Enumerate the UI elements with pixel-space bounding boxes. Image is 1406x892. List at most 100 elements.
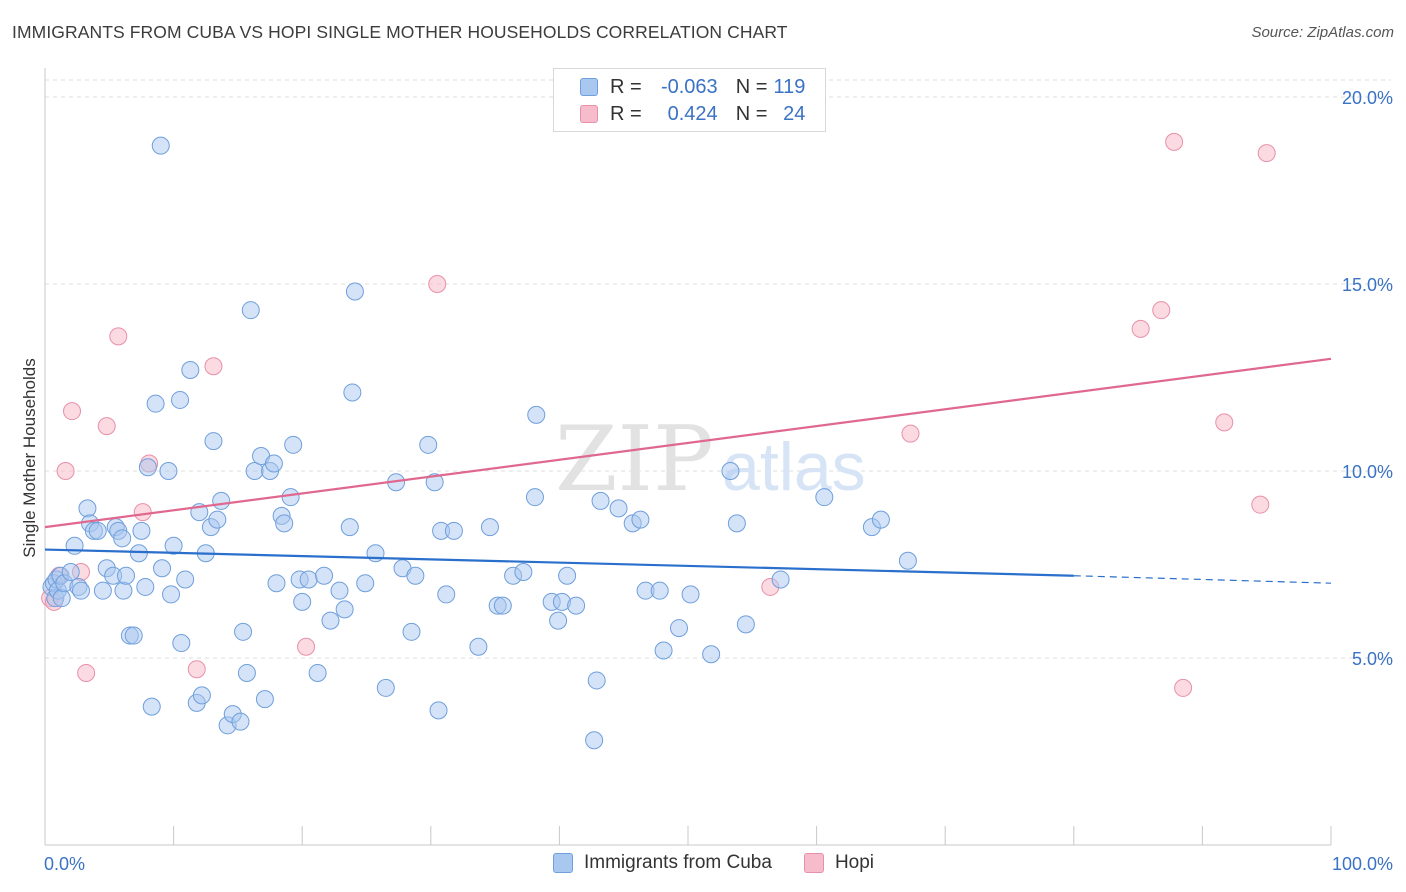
cuba-point <box>631 510 650 529</box>
cuba-point <box>113 529 132 548</box>
r-label: R = <box>610 102 642 125</box>
correlation-legend: R = -0.063 N = 119 R = 0.424 N = 24 <box>553 68 826 132</box>
hopi-point <box>1131 319 1150 338</box>
cuba-point <box>567 596 586 615</box>
cuba-point <box>558 566 577 585</box>
legend-item-cuba[interactable]: Immigrants from Cuba <box>553 852 772 874</box>
cuba-point <box>124 626 143 645</box>
hopi-point <box>97 417 116 436</box>
cuba-trend-extension <box>1073 575 1332 584</box>
cuba-point <box>132 521 151 540</box>
cuba-point <box>736 615 755 634</box>
y-axis-label: Single Mother Households <box>20 358 39 558</box>
grid-lines <box>45 79 1391 659</box>
cuba-point <box>72 581 91 600</box>
cuba-point <box>284 435 303 454</box>
cuba-point <box>164 536 183 555</box>
cuba-point <box>192 686 211 705</box>
cuba-point <box>275 514 294 533</box>
cuba-point <box>871 510 890 529</box>
hopi-swatch <box>580 105 598 123</box>
cuba-point <box>61 562 80 581</box>
hopi-swatch <box>803 853 824 873</box>
hopi-point <box>1152 301 1171 320</box>
cuba-point <box>129 544 148 563</box>
cuba-point <box>52 589 71 608</box>
cuba-point <box>419 435 438 454</box>
hopi-point <box>297 637 316 656</box>
cuba-point <box>321 611 340 630</box>
n-value: 24 <box>783 102 806 125</box>
y-tick-label: 20.0% <box>1342 88 1393 108</box>
cuba-point <box>231 712 250 731</box>
cuba-point <box>114 581 133 600</box>
hopi-point <box>133 503 152 522</box>
chart-source: Source: ZipAtlas.com <box>1251 24 1394 41</box>
cuba-point <box>429 701 448 720</box>
cuba-point <box>549 611 568 630</box>
cuba-point <box>591 491 610 510</box>
trend-lines <box>44 357 1332 584</box>
cuba-point <box>425 473 444 492</box>
x-tick-label: 0.0% <box>44 854 85 874</box>
y-tick-label: 15.0% <box>1342 275 1393 295</box>
cuba-point <box>771 570 790 589</box>
cuba-point <box>93 581 112 600</box>
cuba-point <box>176 570 195 589</box>
cuba-point <box>78 499 97 518</box>
cuba-point <box>255 690 274 709</box>
hopi-point <box>1165 132 1184 151</box>
legend-row-cuba: R = -0.063 N = 119 <box>580 74 805 100</box>
cuba-point <box>153 559 172 578</box>
hopi-point <box>1174 678 1193 697</box>
cuba-point <box>293 592 312 611</box>
cuba-point <box>308 663 327 682</box>
cuba-point <box>234 622 253 641</box>
cuba-point <box>142 697 161 716</box>
cuba-point <box>585 731 604 750</box>
cuba-trend-line <box>44 548 1074 577</box>
series-legend: Immigrants from Cuba Hopi <box>553 852 906 874</box>
cuba-point <box>117 566 136 585</box>
cuba-point <box>480 518 499 537</box>
cuba-point <box>237 663 256 682</box>
chart-title: IMMIGRANTS FROM CUBA VS HOPI SINGLE MOTH… <box>12 22 788 42</box>
legend-label-hopi: Hopi <box>834 852 875 873</box>
watermark-zip: ZIP <box>555 407 714 512</box>
r-value: -0.063 <box>660 75 718 98</box>
cuba-point <box>330 581 349 600</box>
watermark: ZIP atlas <box>555 407 866 512</box>
y-tick-label: 10.0% <box>1342 462 1393 482</box>
tick-labels: 5.0% 10.0% 15.0% 20.0% 0.0% 100.0% <box>44 88 1393 874</box>
hopi-point <box>428 275 447 293</box>
cuba-point <box>444 521 463 540</box>
cuba-point <box>88 521 107 540</box>
cuba-point <box>281 488 300 507</box>
cuba-point <box>402 622 421 641</box>
cuba-point <box>654 641 673 660</box>
hopi-point <box>63 402 82 421</box>
hopi-point <box>109 327 128 346</box>
cuba-point <box>669 619 688 638</box>
hopi-point <box>1215 413 1234 432</box>
series-cuba <box>42 136 917 750</box>
cuba-point <box>702 645 721 664</box>
cuba-point <box>208 510 227 529</box>
cuba-point <box>172 634 191 653</box>
cuba-point <box>181 361 200 380</box>
axes <box>44 68 1332 846</box>
hopi-point <box>204 357 223 376</box>
cuba-point <box>159 462 178 480</box>
cuba-point <box>138 458 157 477</box>
n-label: N = <box>735 102 768 125</box>
cuba-point <box>212 491 231 510</box>
x-tick-label: 100.0% <box>1332 854 1393 874</box>
cuba-point <box>146 394 165 413</box>
watermark-atlas: atlas <box>722 429 866 505</box>
hopi-trend-line <box>44 357 1332 529</box>
cuba-point <box>437 585 456 604</box>
cuba-point <box>609 499 628 518</box>
cuba-point <box>469 637 488 656</box>
cuba-swatch <box>580 78 598 96</box>
legend-item-hopi[interactable]: Hopi <box>803 852 875 874</box>
